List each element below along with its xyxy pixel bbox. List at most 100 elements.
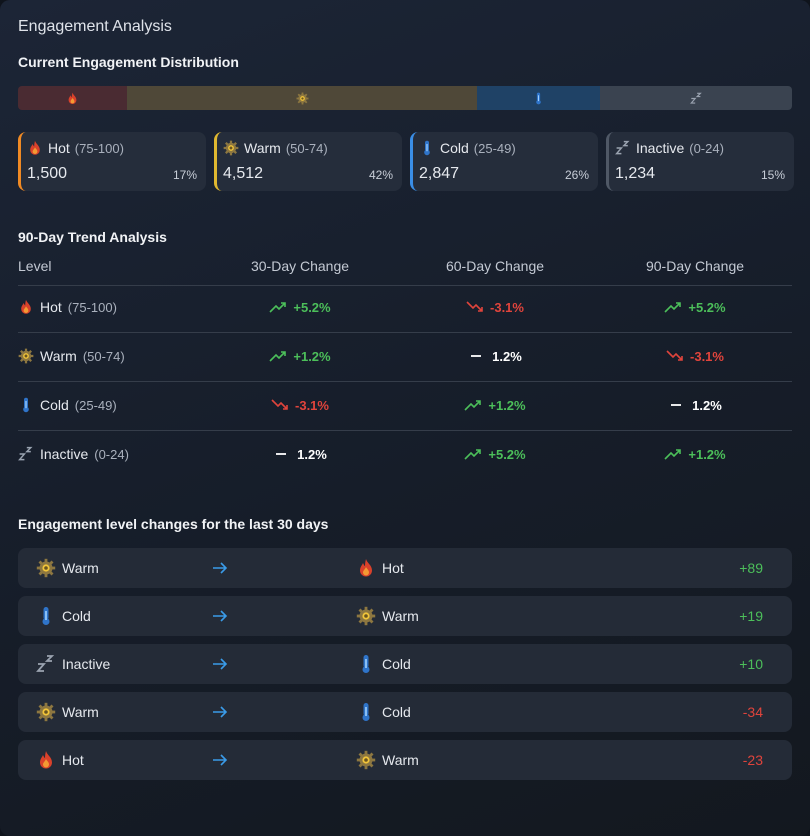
section-title: Engagement level changes for the last 30… (18, 516, 329, 532)
level-cell: Inactive (0-24) (18, 444, 129, 464)
from-label: Warm (62, 704, 99, 720)
trend-value: +5.2% (488, 446, 526, 462)
from-level: Hot (36, 750, 84, 770)
change-row: Hot Warm -23 (18, 740, 792, 780)
card-count: 2,847 (419, 165, 460, 182)
trend-cell: +5.2% (200, 297, 400, 317)
level-range: (25-49) (74, 397, 117, 413)
trend-cell: +1.2% (595, 444, 795, 464)
column-header: 30-Day Change (250, 258, 350, 274)
level-icon (68, 92, 77, 104)
level-icon (615, 140, 630, 155)
to-level: Cold (356, 702, 411, 722)
column-header: 90-Day Change (645, 258, 745, 274)
trend-icon (269, 302, 287, 313)
trend-cell: +5.2% (595, 297, 795, 317)
change-value: +19 (739, 608, 763, 624)
from-level: Warm (36, 558, 99, 578)
card-label: Cold (440, 140, 469, 156)
trend-icon (471, 355, 482, 357)
trend-icon (666, 350, 683, 361)
card-range: (0-24) (689, 140, 724, 156)
to-level: Cold (356, 654, 411, 674)
trend-value: -3.1% (490, 299, 524, 315)
change-value: +89 (739, 560, 763, 576)
level-range: (0-24) (94, 446, 129, 462)
level-icon (21, 299, 31, 314)
from-label: Inactive (62, 656, 111, 672)
arrow-icon (213, 610, 228, 622)
trend-value: +1.2% (488, 397, 526, 413)
to-level: Warm (356, 606, 419, 626)
level-icon (356, 606, 376, 626)
card-count: 1,500 (27, 165, 68, 182)
trend-icon (664, 302, 682, 313)
divider (18, 285, 792, 286)
level-icon (296, 92, 308, 104)
trend-cell: -3.1% (395, 297, 595, 317)
section-title: 90-Day Trend Analysis (18, 229, 167, 245)
arrow-icon (213, 658, 228, 670)
trend-icon (276, 453, 287, 455)
trend-cell: +1.2% (200, 346, 400, 366)
trend-cell: -3.1% (595, 346, 795, 366)
level-icon (36, 558, 56, 578)
to-label: Warm (382, 752, 419, 768)
level-icon (40, 751, 52, 769)
bar-segment (127, 86, 477, 110)
level-card: Hot (75-100) 1,500 17% (18, 132, 206, 191)
card-label: Warm (244, 140, 281, 156)
trend-icon (269, 351, 287, 362)
from-label: Warm (62, 560, 99, 576)
trend-value: 1.2% (492, 348, 522, 364)
trend-value: +1.2% (688, 446, 726, 462)
level-icon (424, 140, 430, 156)
card-count: 4,512 (223, 165, 264, 182)
card-range: (75-100) (74, 140, 124, 156)
divider (18, 332, 792, 333)
trend-icon (464, 400, 482, 411)
level-cell: Cold (25-49) (18, 395, 117, 415)
level-icon (362, 655, 370, 673)
card-header: Warm (50-74) (223, 140, 328, 156)
from-level: Cold (36, 606, 91, 626)
change-value: +10 (739, 656, 763, 672)
section-title: Current Engagement Distribution (18, 54, 239, 70)
trend-value: -3.1% (690, 348, 724, 364)
trend-cell: 1.2% (595, 395, 795, 415)
trend-value: +1.2% (293, 348, 331, 364)
trend-icon (671, 404, 682, 406)
change-row: Warm Hot +89 (18, 548, 792, 588)
change-row: Warm Cold -34 (18, 692, 792, 732)
trend-value: 1.2% (692, 397, 722, 413)
card-label: Inactive (636, 140, 685, 156)
column-header: Level (18, 258, 52, 274)
level-label: Warm (40, 348, 77, 364)
panel-title: Engagement Analysis (18, 18, 172, 35)
change-row: Cold Warm +19 (18, 596, 792, 636)
level-icon (356, 750, 376, 770)
level-icon (18, 446, 33, 461)
trend-value: -3.1% (295, 397, 329, 413)
trend-cell: 1.2% (200, 444, 400, 464)
to-level: Hot (356, 558, 404, 578)
level-icon (36, 655, 55, 672)
trend-cell: -3.1% (200, 395, 400, 415)
change-value: -23 (742, 752, 763, 768)
level-icon (223, 140, 239, 156)
card-count: 1,234 (615, 165, 656, 182)
from-level: Inactive (36, 654, 110, 674)
to-label: Warm (382, 608, 419, 624)
level-card: Cold (25-49) 2,847 26% (410, 132, 598, 191)
to-level: Warm (356, 750, 419, 770)
card-percent: 26% (564, 168, 589, 182)
level-icon (23, 397, 29, 413)
divider (18, 381, 792, 382)
column-header: 60-Day Change (445, 258, 545, 274)
level-label: Hot (40, 299, 62, 315)
arrow-icon (213, 706, 228, 718)
bar-segment (18, 86, 127, 110)
trend-icon (664, 449, 682, 460)
trend-cell: +5.2% (395, 444, 595, 464)
trend-cell: +1.2% (395, 395, 595, 415)
